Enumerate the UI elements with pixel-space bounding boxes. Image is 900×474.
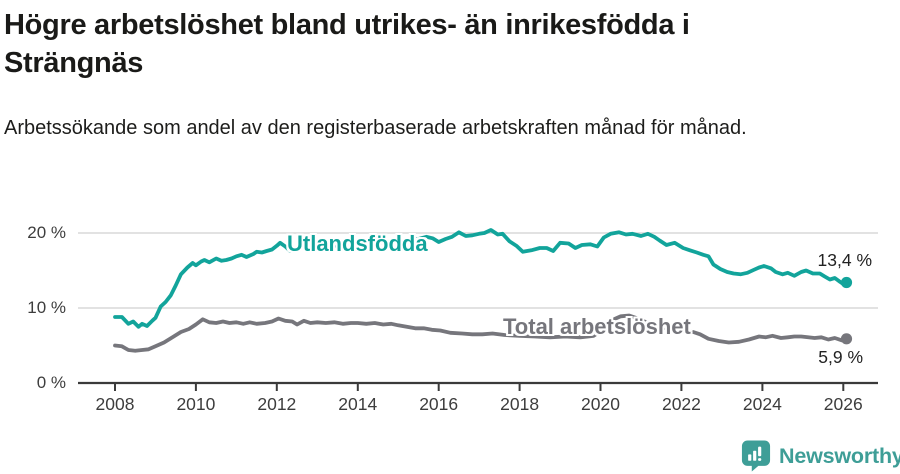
x-tick-2012: 2012	[257, 394, 297, 414]
end-value-utlandsfodda: 13,4 %	[817, 250, 872, 270]
line-total-arbetsloshet	[113, 313, 849, 353]
x-tick-2018: 2018	[500, 394, 540, 414]
chart-subtitle: Arbetssökande som andel av den registerb…	[4, 117, 747, 139]
x-axis-ticks	[114, 383, 845, 391]
end-dot-total	[840, 333, 853, 345]
series-lines	[113, 228, 853, 353]
x-tick-2026: 2026	[823, 394, 863, 414]
x-tick-2014: 2014	[338, 394, 378, 414]
x-tick-2022: 2022	[661, 394, 701, 414]
x-tick-2016: 2016	[419, 394, 459, 414]
series-label-total-arbetsloshet: Total arbetslöshet	[503, 314, 691, 339]
newsworthy-bubble-icon	[741, 440, 771, 472]
end-value-total: 5,9 %	[818, 347, 863, 367]
y-tick-20: 20 %	[27, 223, 66, 242]
x-tick-2024: 2024	[742, 394, 782, 414]
y-tick-10: 10 %	[27, 298, 66, 317]
x-tick-2010: 2010	[176, 394, 216, 414]
newsworthy-logo[interactable]: Newsworthy	[741, 440, 900, 472]
end-dot-utlandsfodda	[840, 276, 853, 289]
x-tick-2008: 2008	[95, 394, 135, 414]
chart-title: Högre arbetslöshet bland utrikes- än inr…	[4, 9, 690, 79]
newsworthy-brand-text: Newsworthy	[779, 443, 900, 468]
x-tick-2020: 2020	[581, 394, 620, 414]
y-tick-0: 0 %	[36, 373, 66, 392]
series-label-utlandsfodda: Utlandsfödda	[287, 231, 428, 256]
line-utlandsfodda	[113, 228, 849, 329]
